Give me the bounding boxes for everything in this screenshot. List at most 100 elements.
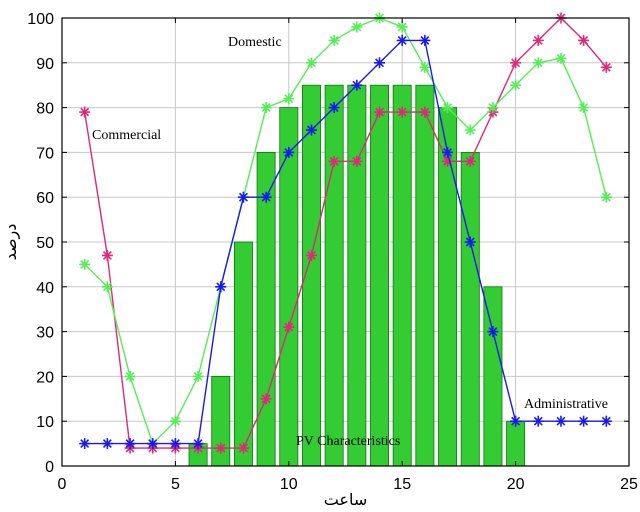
administrative-marker: [237, 191, 249, 203]
commercial-marker: [79, 106, 91, 118]
pv-bar: [233, 241, 253, 467]
y-tick-label: 0: [45, 459, 54, 476]
domestic-marker: [600, 191, 612, 203]
y-tick-label: 40: [36, 280, 54, 297]
commercial-marker: [442, 155, 454, 167]
administrative-marker: [374, 57, 386, 69]
pv-bar: [347, 84, 367, 467]
series-layer: [79, 12, 612, 454]
administrative-marker: [532, 415, 544, 427]
domestic-marker: [169, 415, 181, 427]
pv-bar: [392, 84, 412, 467]
domestic-line: [84, 17, 607, 445]
domestic-marker: [328, 34, 340, 46]
administrative-marker: [510, 415, 522, 427]
pv-bar: [506, 420, 526, 467]
commercial-marker: [510, 57, 522, 69]
administrative-marker: [464, 236, 476, 248]
domestic-marker: [396, 21, 408, 33]
administrative-marker: [124, 438, 136, 450]
administrative-marker: [260, 191, 272, 203]
domestic-marker: [464, 124, 476, 136]
x-tick-label: 20: [507, 476, 525, 493]
pv-bar: [279, 107, 299, 467]
y-tick-label: 80: [36, 101, 54, 118]
domestic-marker: [79, 258, 91, 270]
pv-characteristics-annotation: PV Characteristics: [296, 434, 400, 449]
x-tick-label: 0: [58, 476, 67, 493]
annotation-layer: Domestic Commercial Administrative PV Chara…: [92, 35, 608, 449]
pv-bar: [460, 151, 480, 467]
y-tick-label: 100: [27, 11, 54, 28]
commercial-marker: [351, 155, 363, 167]
commercial-line: [83, 17, 607, 449]
commercial-marker: [464, 155, 476, 167]
commercial-marker: [215, 442, 227, 454]
y-axis-title: درصد: [1, 224, 21, 261]
domestic-marker: [260, 102, 272, 114]
x-tick-label: 10: [280, 476, 298, 493]
x-tick-label: 25: [620, 476, 638, 493]
y-tick-label: 20: [36, 369, 54, 386]
commercial-marker: [305, 249, 317, 261]
administrative-marker: [555, 415, 567, 427]
bar-layer: [188, 84, 526, 467]
x-tick-label: 15: [393, 476, 411, 493]
y-tick-label: 10: [36, 414, 54, 431]
administrative-marker: [192, 438, 204, 450]
y-tick-label: 50: [36, 235, 54, 252]
y-tick-label: 60: [36, 190, 54, 207]
domestic-marker: [419, 61, 431, 73]
administrative-marker: [101, 438, 113, 450]
pv-bar: [483, 286, 503, 467]
domestic-marker: [555, 52, 567, 64]
administrative-marker: [305, 124, 317, 136]
x-axis-title: ساعت: [324, 490, 368, 509]
domestic-marker: [510, 79, 522, 91]
domestic-marker: [305, 57, 317, 69]
administrative-marker: [419, 34, 431, 46]
commercial-marker: [396, 106, 408, 118]
y-tick-label: 30: [36, 325, 54, 342]
commercial-marker: [328, 155, 340, 167]
pv-bar: [324, 84, 344, 467]
administrative-marker: [283, 146, 295, 158]
administrative-annotation: Administrative: [524, 397, 608, 412]
pv-bar: [370, 84, 389, 467]
administrative-marker: [215, 281, 227, 293]
administrative-marker: [442, 146, 454, 158]
commercial-marker: [260, 393, 272, 405]
administrative-marker: [351, 79, 363, 91]
administrative-marker: [169, 438, 181, 450]
administrative-marker: [600, 415, 612, 427]
domestic-marker: [101, 281, 113, 293]
y-tick-label: 90: [36, 56, 54, 73]
y-tick-label: 70: [36, 145, 54, 162]
domestic-annotation: Domestic: [228, 35, 282, 50]
commercial-marker: [419, 106, 431, 118]
commercial-marker: [532, 34, 544, 46]
administrative-marker: [578, 415, 590, 427]
tick-layer: 0 5 10 15 20 25 0 10 20 30 40 50 60 70 80 90 100: [27, 11, 638, 493]
administrative-marker: [328, 102, 340, 114]
commercial-marker: [283, 321, 295, 333]
domestic-marker: [192, 370, 204, 382]
commercial-marker: [578, 34, 590, 46]
administrative-marker: [396, 34, 408, 46]
commercial-marker: [374, 106, 386, 118]
x-tick-label: 5: [171, 476, 180, 493]
domestic-marker: [487, 102, 499, 114]
domestic-marker: [578, 102, 590, 114]
pv-bar: [415, 84, 435, 467]
commercial-annotation: Commercial: [92, 128, 161, 143]
administrative-marker: [487, 326, 499, 338]
commercial-marker: [237, 442, 249, 454]
domestic-marker: [351, 21, 363, 33]
domestic-marker: [124, 370, 136, 382]
commercial-marker: [101, 249, 113, 261]
commercial-marker: [600, 61, 612, 73]
administrative-marker: [147, 438, 159, 450]
domestic-marker: [532, 57, 544, 69]
